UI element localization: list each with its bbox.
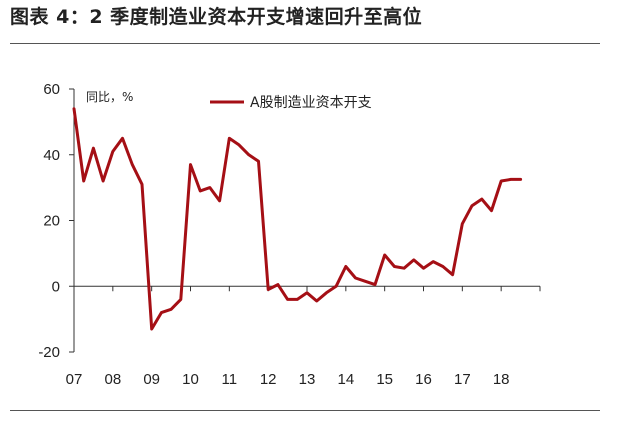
x-tick-label: 12: [260, 371, 277, 388]
y-axis-title: 同比，%: [86, 90, 133, 104]
bottom-divider: [10, 410, 600, 411]
x-tick-label: 07: [66, 371, 83, 388]
figure-title: 图表 4：2 季度制造业资本开支增速回升至高位: [10, 6, 423, 28]
title-divider: [10, 43, 600, 44]
y-tick-label: 40: [43, 147, 60, 164]
x-tick-label: 18: [493, 371, 510, 388]
x-tick-label: 09: [143, 371, 160, 388]
x-tick-label: 10: [182, 371, 199, 388]
x-tick-label: 17: [454, 371, 471, 388]
legend-label: A股制造业资本开支: [250, 95, 372, 111]
x-tick-label: 13: [299, 371, 316, 388]
x-tick-label: 14: [337, 371, 354, 388]
y-tick-label: 60: [43, 81, 60, 98]
series-line: [72, 107, 523, 331]
y-tick-label: 20: [43, 213, 60, 230]
x-tick-label: 16: [415, 371, 432, 388]
x-axis: 07 08 09 10 11 12 13 14 15 16 17 18: [66, 285, 541, 388]
y-axis: 60 40 20 0 -20: [38, 81, 75, 361]
x-tick-label: 08: [104, 371, 121, 388]
legend: A股制造业资本开支: [210, 95, 372, 111]
x-tick-label: 15: [376, 371, 393, 388]
y-tick-label: -20: [38, 344, 60, 361]
series-layer: [72, 107, 523, 331]
y-tick-label: 0: [52, 278, 60, 295]
x-tick-label: 11: [222, 371, 238, 388]
